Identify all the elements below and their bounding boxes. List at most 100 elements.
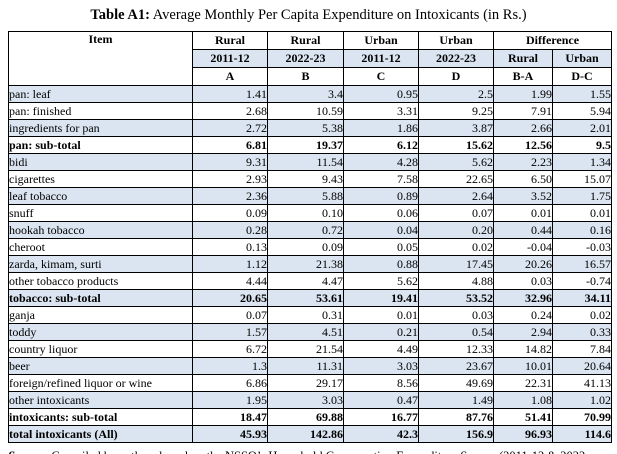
item-cell: total intoxicants (All)	[8, 425, 193, 443]
table-row: cheroot 0.13 0.09 0.05 0.02 -0.04 -0.03	[8, 238, 612, 256]
value-cell: 0.20	[418, 221, 494, 239]
header-item: Item	[8, 31, 193, 86]
value-cell: 0.72	[267, 221, 344, 239]
item-cell: foreign/refined liquor or wine	[8, 374, 193, 392]
header-diff-rural: Rural	[493, 49, 553, 68]
table-title: Table A1: Average Monthly Per Capita Exp…	[0, 0, 617, 24]
value-cell: 1.12	[192, 255, 268, 273]
source-note: Source: Compiled by authors based on the…	[8, 448, 604, 454]
value-cell: 2.64	[418, 187, 494, 205]
item-cell: pan: finished	[8, 102, 193, 120]
value-cell: -0.03	[552, 238, 612, 256]
value-cell: 45.93	[192, 425, 268, 443]
value-cell: 1.57	[192, 323, 268, 341]
header-code-a: A	[192, 67, 268, 86]
value-cell: 1.49	[418, 391, 494, 409]
value-cell: 14.82	[493, 340, 553, 358]
value-cell: 17.45	[418, 255, 494, 273]
value-cell: 4.49	[343, 340, 419, 358]
value-cell: 6.86	[192, 374, 268, 392]
value-cell: 12.56	[493, 136, 553, 154]
value-cell: 9.43	[267, 170, 344, 188]
value-cell: 7.58	[343, 170, 419, 188]
value-cell: 21.54	[267, 340, 344, 358]
header-code-ba: B-A	[493, 67, 553, 86]
value-cell: 9.31	[192, 153, 268, 171]
value-cell: 4.51	[267, 323, 344, 341]
table-row: country liquor 6.72 21.54 4.49 12.33 14.82 7.8…	[8, 340, 612, 358]
value-cell: 10.59	[267, 102, 344, 120]
value-cell: 4.28	[343, 153, 419, 171]
value-cell: 142.86	[267, 425, 344, 443]
item-cell: bidi	[8, 153, 193, 171]
value-cell: 0.21	[343, 323, 419, 341]
table-row: zarda, kimam, surti 1.12 21.38 0.88 17.45 20.…	[8, 255, 612, 273]
table-row: bidi 9.31 11.54 4.28 5.62 2.23 1.34	[8, 153, 612, 171]
value-cell: 3.4	[267, 85, 344, 103]
item-cell: intoxicants: sub-total	[8, 408, 193, 426]
value-cell: 3.31	[343, 102, 419, 120]
value-cell: 0.07	[418, 204, 494, 222]
value-cell: 6.72	[192, 340, 268, 358]
value-cell: 11.31	[267, 357, 344, 375]
value-cell: 53.61	[267, 289, 344, 307]
value-cell: 51.41	[493, 408, 553, 426]
value-cell: 6.50	[493, 170, 553, 188]
value-cell: 16.57	[552, 255, 612, 273]
table-row: hookah tobacco 0.28 0.72 0.04 0.20 0.44 0.16	[8, 221, 612, 239]
table-row: intoxicants: sub-total 18.47 69.88 16.77 87.…	[8, 408, 612, 426]
value-cell: 2.5	[418, 85, 494, 103]
value-cell: 53.52	[418, 289, 494, 307]
value-cell: 0.24	[493, 306, 553, 324]
item-cell: beer	[8, 357, 193, 375]
table-row: beer 1.3 11.31 3.03 23.67 10.01 20.64	[8, 357, 612, 375]
value-cell: 2.68	[192, 102, 268, 120]
item-cell: ganja	[8, 306, 193, 324]
value-cell: 0.03	[418, 306, 494, 324]
value-cell: 8.56	[343, 374, 419, 392]
header-code-b: B	[267, 67, 344, 86]
table-header: Item Rural Rural Urban Urban Difference …	[8, 31, 612, 86]
header-difference: Difference	[493, 31, 612, 50]
value-cell: 5.38	[267, 119, 344, 137]
header-diff-urban: Urban	[552, 49, 612, 68]
value-cell: 0.02	[552, 306, 612, 324]
value-cell: 4.88	[418, 272, 494, 290]
table-row: pan: sub-total 6.81 19.37 6.12 15.62 12.56 9.5	[8, 136, 612, 154]
value-cell: 2.36	[192, 187, 268, 205]
header-urban-1: Urban	[343, 31, 419, 50]
table-row: cigarettes 2.93 9.43 7.58 22.65 6.50 15.07	[8, 170, 612, 188]
value-cell: 20.64	[552, 357, 612, 375]
value-cell: 22.65	[418, 170, 494, 188]
value-cell: 0.33	[552, 323, 612, 341]
value-cell: 6.12	[343, 136, 419, 154]
value-cell: 1.41	[192, 85, 268, 103]
value-cell: 22.31	[493, 374, 553, 392]
value-cell: 0.31	[267, 306, 344, 324]
value-cell: 0.04	[343, 221, 419, 239]
value-cell: 0.09	[267, 238, 344, 256]
value-cell: 1.3	[192, 357, 268, 375]
value-cell: 15.07	[552, 170, 612, 188]
value-cell: 156.9	[418, 425, 494, 443]
value-cell: 1.95	[192, 391, 268, 409]
value-cell: 0.01	[552, 204, 612, 222]
value-cell: 42.3	[343, 425, 419, 443]
value-cell: 0.95	[343, 85, 419, 103]
header-code-dc: D-C	[552, 67, 612, 86]
header-urban-2: Urban	[418, 31, 494, 50]
table-row: snuff 0.09 0.10 0.06 0.07 0.01 0.01	[8, 204, 612, 222]
value-cell: 7.91	[493, 102, 553, 120]
value-cell: 3.03	[343, 357, 419, 375]
value-cell: 5.62	[343, 272, 419, 290]
item-cell: tobacco: sub-total	[8, 289, 193, 307]
item-cell: other tobacco products	[8, 272, 193, 290]
value-cell: 2.66	[493, 119, 553, 137]
value-cell: 5.88	[267, 187, 344, 205]
table-row: other tobacco products 4.44 4.47 5.62 4.88 0.…	[8, 272, 612, 290]
value-cell: 0.03	[493, 272, 553, 290]
value-cell: 0.01	[343, 306, 419, 324]
table-row: toddy 1.57 4.51 0.21 0.54 2.94 0.33	[8, 323, 612, 341]
value-cell: 0.06	[343, 204, 419, 222]
